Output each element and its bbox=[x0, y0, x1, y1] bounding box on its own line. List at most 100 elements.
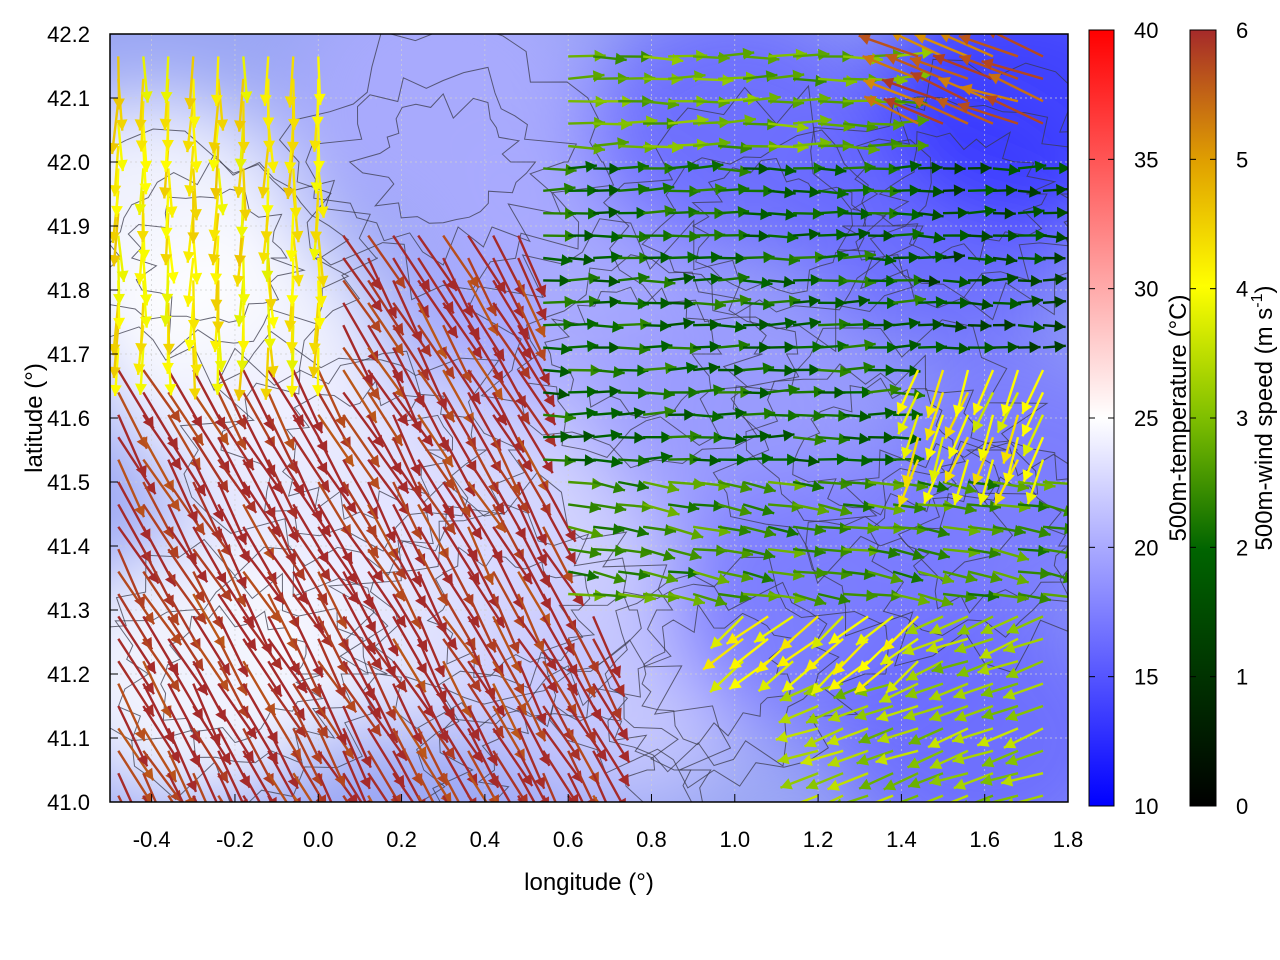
wind-vector-head-809 bbox=[810, 274, 822, 286]
wind-vector-head-998 bbox=[965, 590, 977, 603]
wind-vector-head-551 bbox=[588, 660, 599, 674]
wind-vector-head-591 bbox=[612, 481, 625, 494]
wind-speed-colorbar: 0 1 2 3 4 5 6 500m-wind speed (m s-1) bbox=[1189, 18, 1278, 819]
wind-vector-shaft-310 bbox=[342, 705, 372, 769]
wind-vector-head-1044 bbox=[981, 298, 993, 311]
contour-0-1 bbox=[127, 188, 306, 323]
wind-vector-head-629 bbox=[637, 183, 650, 196]
wind-vector-shaft-508 bbox=[517, 346, 556, 408]
wind-vector-head-1145 bbox=[1054, 252, 1066, 265]
wind-vector-head-301 bbox=[310, 182, 323, 194]
wind-vector-shaft-446 bbox=[467, 570, 506, 629]
wind-vector-head-164 bbox=[216, 203, 228, 216]
wind-vector-head-50 bbox=[163, 479, 174, 492]
wind-vector-head-166 bbox=[208, 159, 221, 172]
wind-vector-shaft-1131 bbox=[1042, 570, 1068, 580]
wind-vector-shaft-482 bbox=[492, 347, 527, 409]
wind-vector-head-1007 bbox=[924, 427, 936, 441]
wind-vector-head-758 bbox=[758, 162, 770, 175]
wind-vector-head-687 bbox=[717, 573, 730, 585]
wind-vector-head-67 bbox=[140, 91, 153, 103]
wind-vector-shaft-341 bbox=[367, 593, 399, 657]
wind-vector-head-604 bbox=[608, 184, 621, 197]
wind-speed-colorbar-ticks: 0 1 2 3 4 5 6 bbox=[1190, 18, 1248, 819]
wind-vector-head-124 bbox=[184, 339, 197, 351]
wind-vector-head-346 bbox=[385, 530, 396, 543]
wind-vector-head-161 bbox=[210, 273, 223, 285]
wind-vector-head-673 bbox=[683, 317, 695, 330]
wind-vector-head-1116 bbox=[1034, 160, 1047, 173]
wind-vector-head-947 bbox=[912, 228, 924, 241]
wind-vector-shaft-333 bbox=[367, 772, 389, 802]
contour-11-3 bbox=[416, 639, 732, 802]
wind-vector-head-99 bbox=[161, 139, 174, 151]
wind-vector-head-970 bbox=[936, 480, 949, 493]
contour-5-3 bbox=[712, 319, 1049, 584]
wind-vector-shaft-390 bbox=[417, 660, 456, 721]
wind-vector-head-596 bbox=[613, 366, 625, 378]
temperature-colorbar-tick-label-6: 40 bbox=[1134, 18, 1158, 43]
wind-vector-head-656 bbox=[671, 141, 684, 154]
wind-vector-head-1022 bbox=[928, 802, 940, 813]
wind-vector-head-468 bbox=[515, 702, 527, 715]
wind-vector-head-509 bbox=[539, 372, 550, 385]
wind-vector-head-974 bbox=[897, 421, 909, 435]
wind-vector-head-894 bbox=[828, 678, 842, 691]
wind-vector-head-171 bbox=[267, 821, 278, 834]
wind-vector-head-1039 bbox=[948, 446, 959, 459]
wind-vector-head-564 bbox=[586, 318, 599, 330]
wind-vector-head-779 bbox=[784, 317, 797, 330]
wind-vector-head-400 bbox=[443, 477, 455, 490]
wind-vector-head-729 bbox=[737, 183, 750, 196]
wind-vector-head-155 bbox=[235, 416, 247, 430]
wind-vector-head-798 bbox=[814, 523, 826, 536]
wind-vector-head-722 bbox=[738, 339, 750, 352]
wind-vector-head-1108 bbox=[1029, 341, 1041, 354]
wind-vector-head-654 bbox=[662, 182, 675, 195]
wind-vector-shaft-189 bbox=[242, 369, 275, 432]
wind-vector-shaft-376 bbox=[392, 391, 434, 447]
wind-vector-head-325 bbox=[365, 410, 377, 423]
wind-vector-head-10 bbox=[142, 611, 155, 625]
wind-vector-head-205 bbox=[291, 814, 302, 827]
wind-vector-head-1073 bbox=[972, 419, 984, 433]
wind-vector-head-1066 bbox=[1016, 550, 1029, 563]
wind-vector-head-867 bbox=[862, 500, 875, 513]
wind-vector-head-1031 bbox=[987, 590, 1000, 602]
wind-vector-head-68 bbox=[193, 836, 204, 849]
wind-vector-head-1038 bbox=[944, 470, 956, 483]
wind-vector-head-303 bbox=[309, 140, 322, 152]
wind-vector-head-55 bbox=[133, 363, 146, 375]
wind-vector-shaft-42 bbox=[142, 615, 180, 676]
wind-vector-head-417 bbox=[469, 679, 481, 692]
y-axis-label: latitude (°) bbox=[21, 363, 48, 473]
wind-vector-head-813 bbox=[809, 185, 821, 198]
y-axis: 41.0 41.1 41.2 41.3 41.4 41.5 41.6 41.7 41.8 41.9… bbox=[47, 22, 118, 815]
wind-vector-head-823 bbox=[775, 731, 788, 743]
wind-vector-shaft-220 bbox=[267, 436, 306, 497]
wind-vector-head-93 bbox=[166, 271, 179, 284]
wind-vector-head-71 bbox=[186, 779, 198, 792]
wind-vector-head-824 bbox=[778, 712, 792, 724]
wind-vector-head-999 bbox=[965, 571, 978, 584]
wind-vector-head-997 bbox=[905, 623, 919, 635]
wind-vector-shaft-277 bbox=[317, 683, 347, 746]
wind-vector-shaft-12 bbox=[117, 526, 160, 585]
wind-vector-head-590 bbox=[614, 502, 627, 514]
wind-vector-head-43 bbox=[169, 632, 182, 645]
wind-vector-shaft-495 bbox=[517, 638, 559, 694]
wind-vector-head-718 bbox=[734, 433, 747, 445]
wind-vector-head-650 bbox=[663, 276, 676, 289]
wind-vector-head-856 bbox=[800, 754, 813, 766]
wind-vector-head-255 bbox=[316, 461, 328, 475]
wind-vector-shaft-363 bbox=[392, 683, 423, 745]
wind-vector-head-191 bbox=[236, 360, 249, 372]
wind-vector-head-983 bbox=[932, 185, 945, 198]
wind-vector-head-610 bbox=[615, 52, 627, 65]
wind-vector-shaft-137 bbox=[217, 772, 234, 802]
wind-vector-shaft-106 bbox=[192, 705, 232, 766]
wind-vector-head-349 bbox=[390, 461, 402, 475]
wind-vector-head-899 bbox=[887, 546, 900, 559]
wind-vector-shaft-177 bbox=[242, 638, 283, 698]
wind-vector-head-379 bbox=[417, 367, 429, 381]
